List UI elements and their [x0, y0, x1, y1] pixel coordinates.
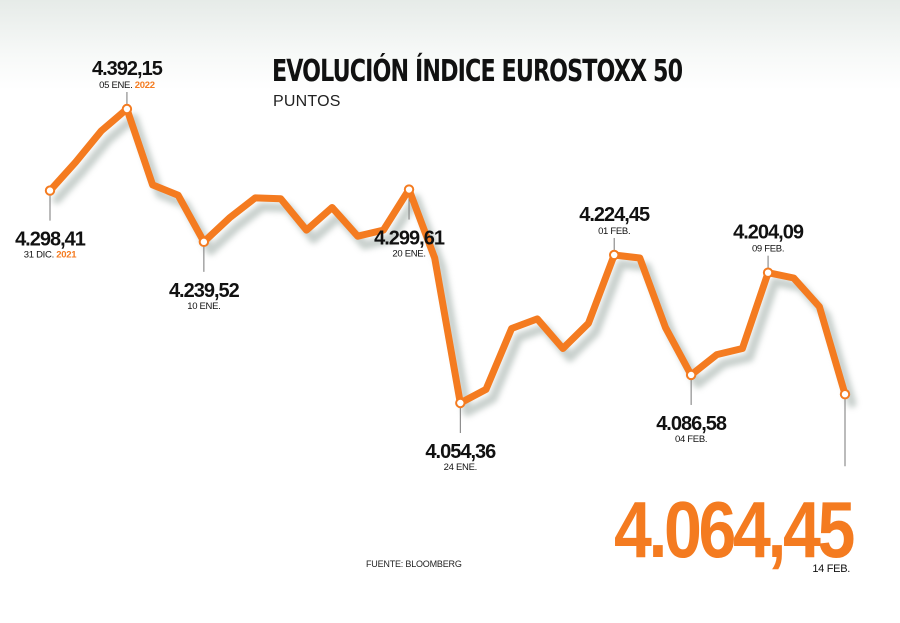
data-value-label: 4.064,45: [614, 485, 854, 574]
data-value-label: 4.239,52: [169, 280, 240, 302]
data-date-label: 31 DIC. 2021: [24, 250, 77, 261]
data-value-label: 4.054,36: [425, 441, 496, 463]
year-highlight: 2021: [54, 250, 77, 261]
data-point-marker: [685, 369, 697, 381]
data-point-marker: [44, 185, 56, 196]
date-text: 09 FEB.: [752, 244, 784, 255]
data-value-label: 4.392,15: [92, 58, 163, 80]
series-line: [46, 105, 849, 407]
data-date-label: 05 ENE. 2022: [99, 80, 155, 91]
chart-title: EVOLUCIÓN ÍNDICE EUROSTOXX 50: [272, 54, 683, 89]
year-highlight: 2022: [132, 80, 154, 91]
data-date-label: 09 FEB.: [752, 244, 784, 255]
data-date-label: 14 FEB.: [812, 563, 850, 575]
data-value-label: 4.086,58: [656, 413, 727, 435]
data-point-marker: [198, 236, 210, 248]
source-note: FUENTE: BLOOMBERG: [366, 559, 462, 569]
date-text: 05 ENE.: [99, 80, 132, 91]
chart-subtitle: PUNTOS: [273, 93, 341, 110]
data-point-marker: [121, 103, 133, 115]
date-text: 10 ENE.: [187, 301, 220, 312]
data-point-marker: [762, 267, 774, 278]
date-text: 01 FEB.: [598, 226, 630, 237]
data-point-marker: [608, 249, 620, 261]
data-value-label: 4.298,41: [15, 229, 86, 251]
date-text: 24 ENE.: [444, 462, 477, 473]
date-text: 31 DIC.: [24, 250, 54, 261]
data-value-label: 4.224,45: [579, 204, 650, 226]
date-text: 20 ENE.: [392, 249, 425, 260]
date-text: 14 FEB.: [812, 563, 850, 575]
data-point-marker: [839, 389, 851, 400]
data-point-marker: [403, 184, 415, 195]
data-date-label: 04 FEB.: [675, 434, 707, 445]
data-date-label: 01 FEB.: [598, 226, 630, 237]
data-date-label: 10 ENE.: [187, 301, 220, 312]
data-date-label: 20 ENE.: [392, 249, 425, 260]
data-value-label: 4.299,61: [374, 228, 445, 250]
data-value-label: 4.204,09: [733, 222, 804, 244]
data-date-label: 24 ENE.: [444, 462, 477, 473]
date-text: 04 FEB.: [675, 434, 707, 445]
data-point-marker: [455, 397, 466, 409]
